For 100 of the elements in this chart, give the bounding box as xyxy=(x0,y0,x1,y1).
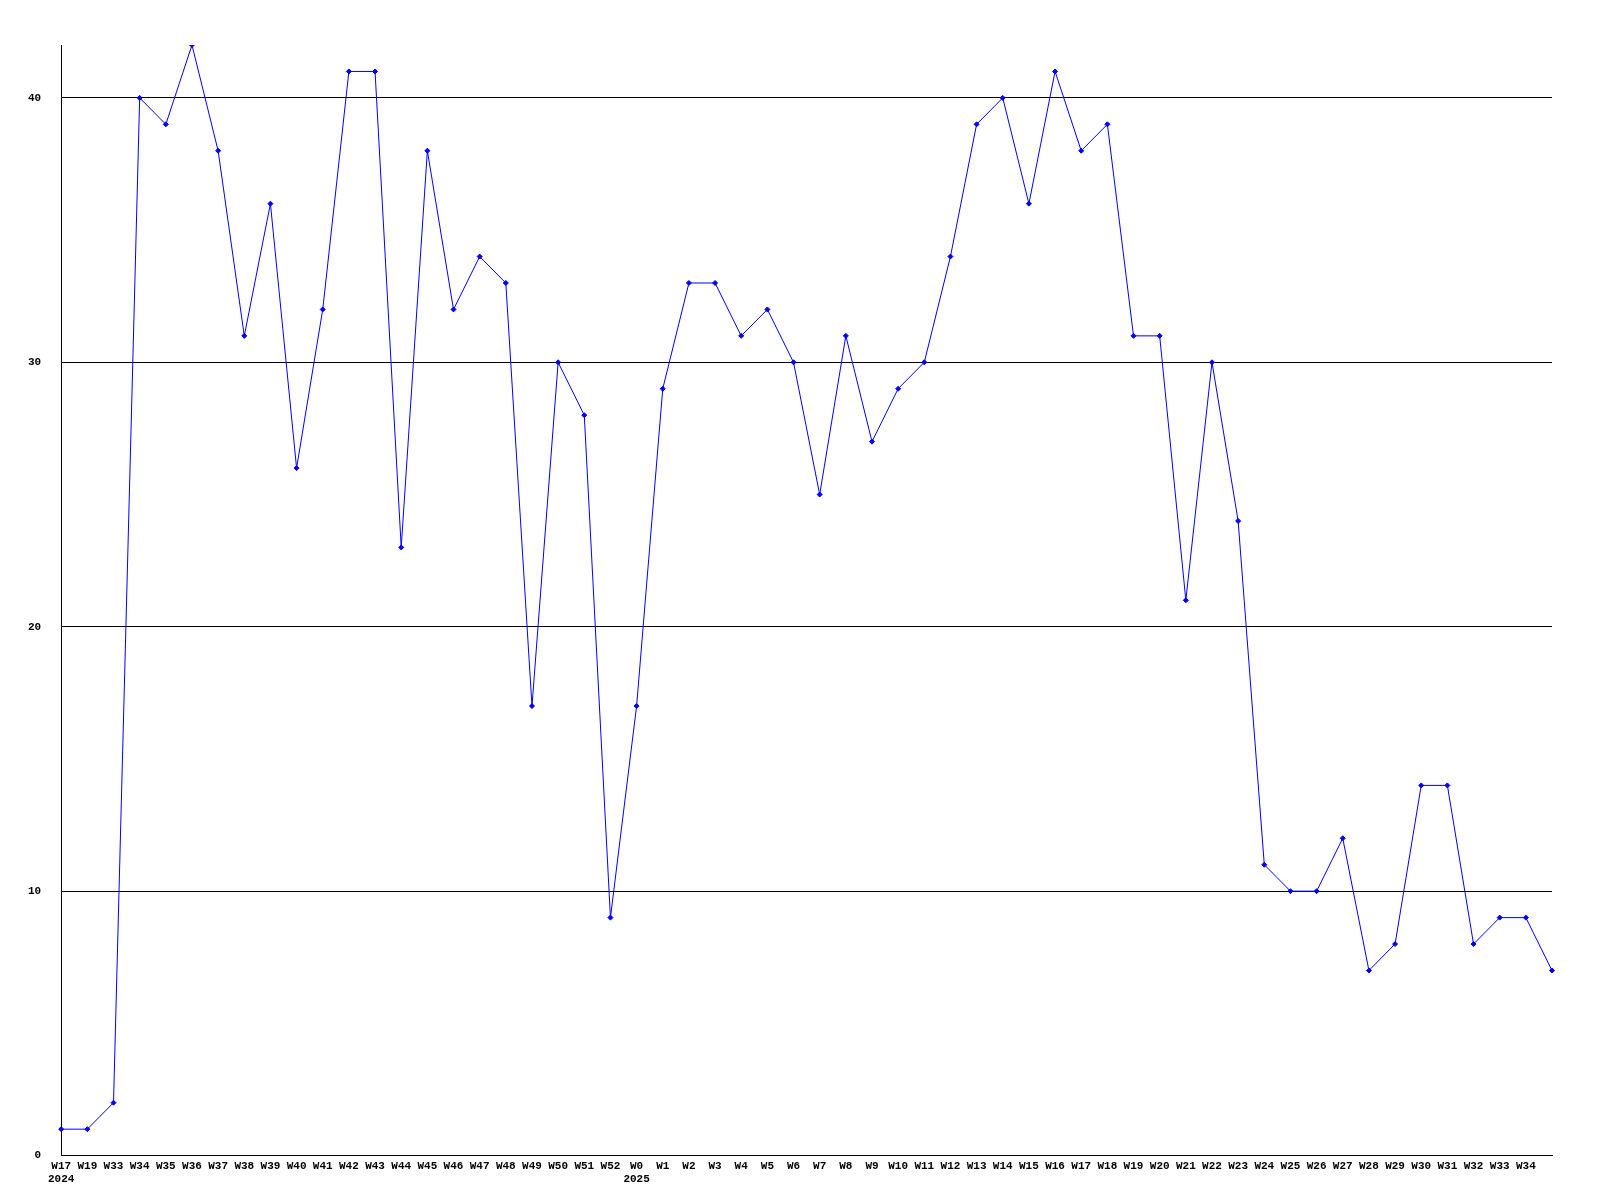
x-tick-label: W16 xyxy=(1045,1159,1065,1172)
point xyxy=(1444,782,1451,789)
x-tick-label: W30 xyxy=(1411,1159,1432,1172)
point xyxy=(921,359,928,366)
point xyxy=(319,306,326,313)
point xyxy=(1549,967,1555,974)
point xyxy=(973,121,980,128)
x-tick-label: W24 xyxy=(1254,1159,1275,1172)
point xyxy=(1522,914,1529,921)
point xyxy=(1287,888,1294,895)
x-tick-label: W13 xyxy=(966,1159,987,1172)
x-tick-label: W43 xyxy=(365,1159,386,1172)
point xyxy=(502,279,509,286)
x-tick-label: W4 xyxy=(734,1159,749,1172)
point xyxy=(685,279,692,286)
point xyxy=(790,359,797,366)
point xyxy=(1025,200,1032,207)
x-tick-label: W3 xyxy=(708,1159,723,1172)
point xyxy=(555,359,562,366)
x-tick-label: W37 xyxy=(208,1159,229,1172)
y-tick-label: 10 xyxy=(28,884,42,897)
point xyxy=(1339,835,1346,842)
x-tick-label: W7 xyxy=(813,1159,827,1172)
point xyxy=(868,438,875,445)
y-tick-label: 40 xyxy=(28,91,42,104)
x-tick-label: W8 xyxy=(839,1159,853,1172)
x-tick-label: W35 xyxy=(155,1159,177,1172)
x-tick-label: W29 xyxy=(1385,1159,1405,1172)
x-tick-label: W49 xyxy=(522,1159,542,1172)
point xyxy=(633,703,640,710)
x-tick-label: W11 xyxy=(914,1159,935,1172)
x-tick-label: W38 xyxy=(234,1159,255,1172)
x-tick-label: W0 2025 xyxy=(623,1159,651,1186)
point xyxy=(947,253,954,260)
x-tick-label: W48 xyxy=(495,1159,517,1172)
x-tick-label: W26 xyxy=(1306,1159,1327,1172)
point xyxy=(581,412,588,419)
x-tick-label: W44 xyxy=(391,1159,412,1172)
x-tick-label: W40 xyxy=(286,1159,307,1172)
x-tick-label: W41 xyxy=(312,1159,334,1172)
x-tick-label: W21 xyxy=(1175,1159,1197,1172)
point xyxy=(738,332,745,339)
point xyxy=(84,1126,91,1133)
point xyxy=(1130,332,1137,339)
x-tick-label: W9 xyxy=(865,1159,879,1172)
x-tick-label: W39 xyxy=(260,1159,281,1172)
x-tick-label: W42 xyxy=(338,1159,359,1172)
point xyxy=(764,306,771,313)
x-tick-label: W46 xyxy=(443,1159,464,1172)
point xyxy=(372,68,379,75)
x-tick-label: W34 xyxy=(129,1159,150,1172)
point xyxy=(215,147,222,154)
point xyxy=(842,332,849,339)
y-tick-label: 20 xyxy=(28,620,42,633)
x-tick-label: W33 xyxy=(1489,1159,1510,1172)
x-tick-label: W17 2024 xyxy=(48,1159,75,1186)
point xyxy=(1104,121,1111,128)
x-tick-label: W47 xyxy=(469,1159,490,1172)
x-tick-label: W1 xyxy=(656,1159,670,1172)
point xyxy=(712,279,719,286)
x-tick-label: W22 xyxy=(1202,1159,1222,1172)
x-tick-label: W33 xyxy=(103,1159,124,1172)
point xyxy=(345,68,352,75)
x-tick-label: W5 xyxy=(760,1159,775,1172)
point xyxy=(1052,68,1059,75)
x-tick-label: W12 xyxy=(940,1159,961,1172)
y-tick-label: 30 xyxy=(28,356,42,369)
point xyxy=(398,544,405,551)
x-tick-label: W10 xyxy=(888,1159,909,1172)
x-tick-label: W31 xyxy=(1437,1159,1458,1172)
x-tick-label: W51 xyxy=(574,1159,595,1172)
point xyxy=(1078,147,1085,154)
x-tick-label: W34 xyxy=(1515,1159,1537,1172)
x-tick-label: W23 xyxy=(1228,1159,1249,1172)
point xyxy=(816,491,823,498)
x-tick-label: W17 xyxy=(1071,1159,1092,1172)
x-tick-label: W32 xyxy=(1463,1159,1484,1172)
x-tick-label: W36 xyxy=(182,1159,202,1172)
x-tick-label: W52 xyxy=(600,1159,621,1172)
x-tick-label: W2 xyxy=(682,1159,696,1172)
point xyxy=(528,703,535,710)
point xyxy=(58,1126,65,1133)
point xyxy=(450,306,457,313)
x-tick-label: W27 xyxy=(1332,1159,1353,1172)
point xyxy=(1418,782,1425,789)
x-tick-label: W6 xyxy=(786,1159,801,1172)
x-tick-label: W45 xyxy=(417,1159,438,1172)
x-tick-label: W18 xyxy=(1097,1159,1118,1172)
point xyxy=(1208,359,1215,366)
point xyxy=(1313,888,1320,895)
point xyxy=(1261,861,1268,868)
point xyxy=(1392,941,1399,948)
point xyxy=(136,94,143,101)
point xyxy=(476,253,483,260)
point xyxy=(241,332,248,339)
point xyxy=(607,914,614,921)
point xyxy=(1496,914,1503,921)
point xyxy=(110,1099,117,1106)
point xyxy=(293,465,300,472)
x-tick-label: W25 xyxy=(1280,1159,1301,1172)
